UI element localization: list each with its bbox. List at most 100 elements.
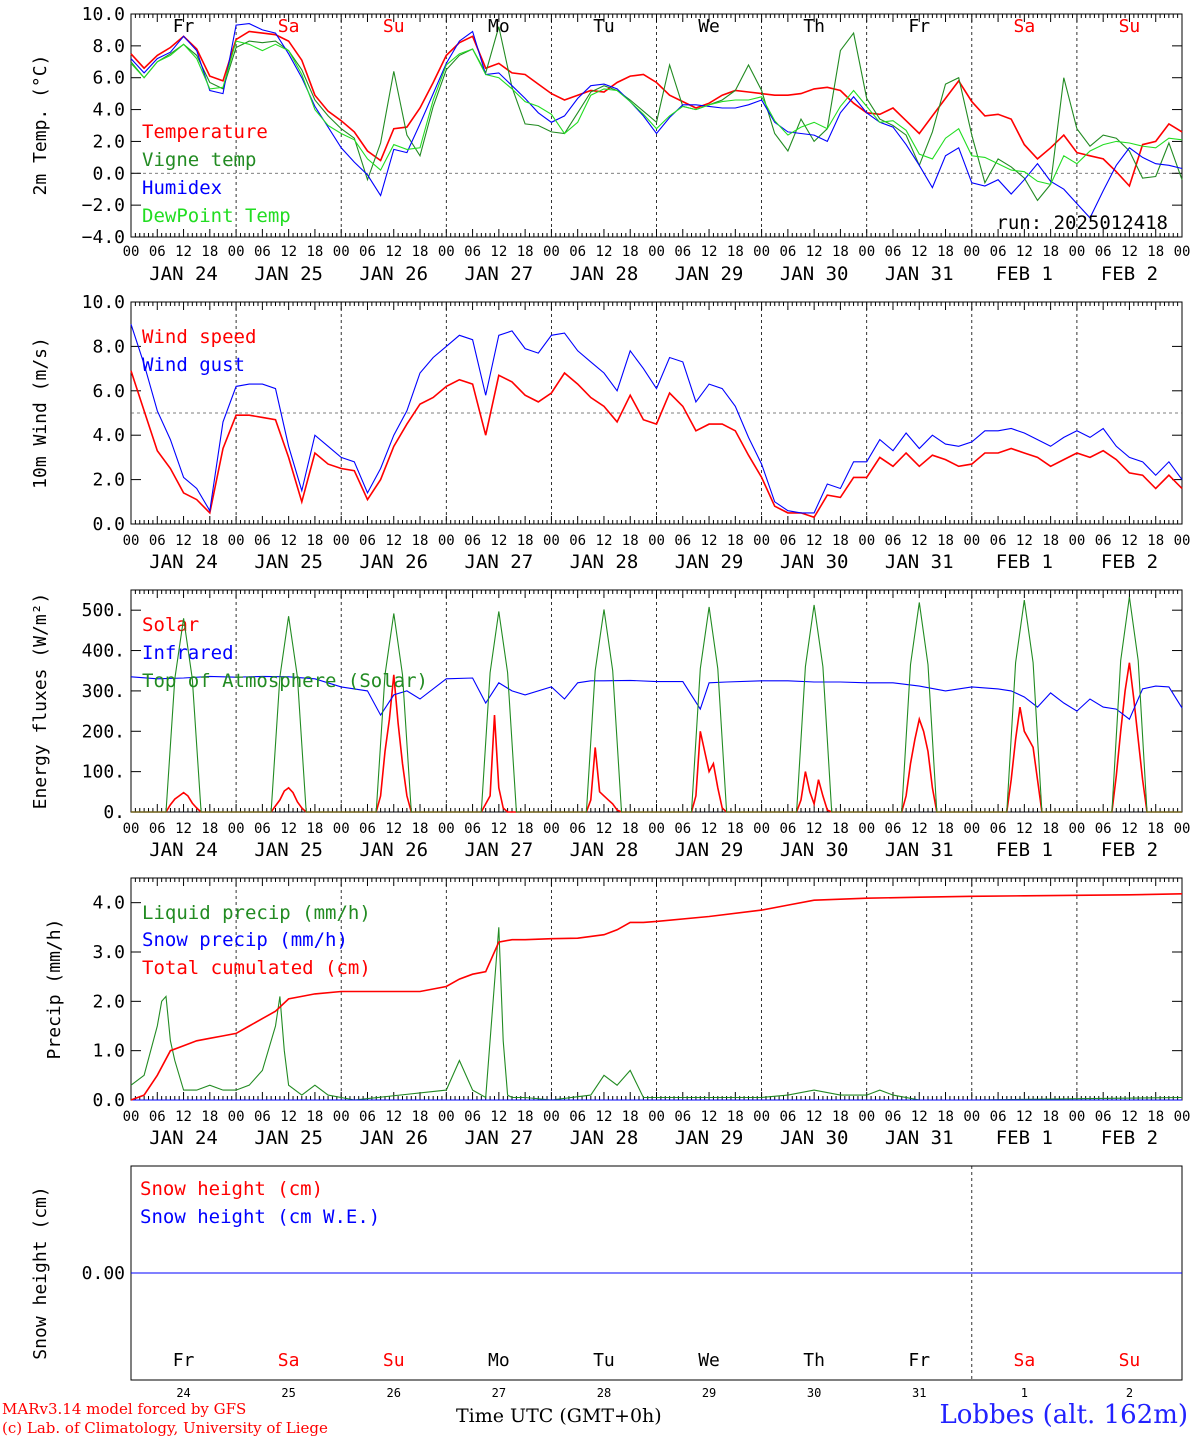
hour-tick-label: 18 (306, 821, 323, 837)
hour-tick-label: 06 (1095, 244, 1112, 260)
date-label: JAN 28 (570, 1127, 639, 1149)
hour-tick-label: 00 (123, 1109, 140, 1125)
hour-tick-label: 18 (412, 244, 429, 260)
legend-dewpoint-temp: DewPoint Temp (142, 205, 291, 227)
date-label: JAN 28 (570, 551, 639, 573)
hour-tick-label: 12 (280, 533, 297, 549)
y-axis-label: Energy fluxes (W/m²) (30, 593, 51, 810)
day-name-label: Fr (173, 1350, 195, 1371)
day-number-label: 1 (1021, 1386, 1028, 1400)
hour-tick-label: 18 (412, 821, 429, 837)
hour-tick-label: 00 (543, 244, 560, 260)
day-name-label: Sa (1014, 16, 1036, 37)
y-tick-label: 2.0 (92, 991, 125, 1012)
hour-tick-label: 18 (517, 533, 534, 549)
legend-top-of-atmosphere-solar: Top of Atmosphere (Solar) (142, 670, 428, 692)
series-line-wind-speed (130, 370, 1183, 519)
hour-tick-label: 12 (701, 244, 718, 260)
hour-tick-label: 06 (149, 244, 166, 260)
hour-tick-label: 06 (359, 533, 376, 549)
date-label: JAN 24 (149, 839, 218, 861)
hour-tick-label: 00 (333, 821, 350, 837)
hour-tick-label: 18 (622, 244, 639, 260)
series-line-wind-gust (130, 324, 1183, 514)
date-label: JAN 26 (359, 551, 428, 573)
y-tick-label: −2.0 (82, 195, 125, 216)
hour-tick-label: 18 (937, 821, 954, 837)
date-label: JAN 30 (780, 1127, 849, 1149)
day-number-label: 31 (912, 1386, 926, 1400)
legend-infrared: Infrared (142, 642, 234, 664)
day-name-label: Sa (1014, 1350, 1036, 1371)
hour-tick-label: 18 (1147, 1109, 1164, 1125)
date-label: JAN 29 (675, 263, 744, 285)
hour-tick-label: 12 (806, 533, 823, 549)
day-name-label: Tu (593, 16, 615, 37)
date-label: JAN 24 (149, 551, 218, 573)
y-tick-label: 3.0 (92, 942, 125, 963)
date-label: FEB 2 (1101, 839, 1158, 861)
hour-tick-label: 00 (1068, 1109, 1085, 1125)
hour-tick-label: 12 (596, 821, 613, 837)
hour-tick-label: 12 (806, 821, 823, 837)
hour-tick-label: 18 (727, 1109, 744, 1125)
legend-snow-precip-mm-h: Snow precip (mm/h) (142, 929, 348, 951)
hour-tick-label: 12 (385, 244, 402, 260)
hour-tick-label: 18 (306, 244, 323, 260)
date-label: JAN 24 (149, 1127, 218, 1149)
hour-tick-label: 18 (622, 1109, 639, 1125)
hour-tick-label: 18 (1042, 533, 1059, 549)
y-tick-label: −4.0 (82, 227, 125, 248)
hour-tick-label: 18 (201, 244, 218, 260)
date-label: JAN 28 (570, 839, 639, 861)
hour-tick-label: 06 (254, 244, 271, 260)
hour-tick-label: 18 (727, 533, 744, 549)
hour-tick-label: 12 (175, 533, 192, 549)
y-tick-label: 0.0 (92, 514, 125, 535)
hour-tick-label: 00 (228, 244, 245, 260)
day-number-label: 27 (492, 1386, 506, 1400)
hour-tick-label: 12 (911, 821, 928, 837)
hour-tick-label: 00 (648, 1109, 665, 1125)
y-axis-label: Precip (mm/h) (44, 919, 65, 1060)
hour-tick-label: 06 (569, 1109, 586, 1125)
day-name-label: We (698, 16, 720, 37)
day-name-label: Fr (908, 1350, 930, 1371)
hour-tick-label: 00 (333, 244, 350, 260)
hour-tick-label: 12 (1121, 244, 1138, 260)
hour-tick-label: 00 (648, 244, 665, 260)
hour-tick-label: 00 (1174, 821, 1191, 837)
hour-tick-label: 00 (753, 244, 770, 260)
hour-tick-label: 00 (228, 821, 245, 837)
hour-tick-label: 00 (753, 1109, 770, 1125)
hour-tick-label: 18 (727, 821, 744, 837)
hour-tick-label: 00 (963, 821, 980, 837)
hour-tick-label: 00 (543, 533, 560, 549)
hour-tick-label: 06 (674, 244, 691, 260)
day-number-label: 30 (807, 1386, 821, 1400)
series-line-top-of-atmosphere-solar (131, 596, 1182, 813)
date-label: FEB 1 (996, 1127, 1053, 1149)
date-label: JAN 25 (254, 263, 323, 285)
legend-snow-height-cm: Snow height (cm) (140, 1178, 323, 1200)
run-label: run: 2025012418 (996, 212, 1168, 234)
y-tick-label: 0.0 (92, 163, 125, 184)
hour-tick-label: 00 (648, 533, 665, 549)
y-tick-label: 10.0 (82, 292, 125, 313)
y-tick-label: 100. (82, 762, 125, 783)
date-label: FEB 2 (1101, 551, 1158, 573)
legend-temperature: Temperature (142, 121, 268, 143)
hour-tick-label: 12 (806, 1109, 823, 1125)
hour-tick-label: 18 (937, 533, 954, 549)
hour-tick-label: 00 (438, 1109, 455, 1125)
hour-tick-label: 06 (1095, 533, 1112, 549)
hour-tick-label: 18 (201, 1109, 218, 1125)
date-label: JAN 29 (675, 1127, 744, 1149)
date-label: JAN 26 (359, 839, 428, 861)
date-label: FEB 1 (996, 551, 1053, 573)
hour-tick-label: 12 (701, 1109, 718, 1125)
day-name-label: Mo (488, 1350, 510, 1371)
day-name-label: Su (1119, 16, 1141, 37)
hour-tick-label: 12 (701, 821, 718, 837)
day-name-label: We (698, 1350, 720, 1371)
